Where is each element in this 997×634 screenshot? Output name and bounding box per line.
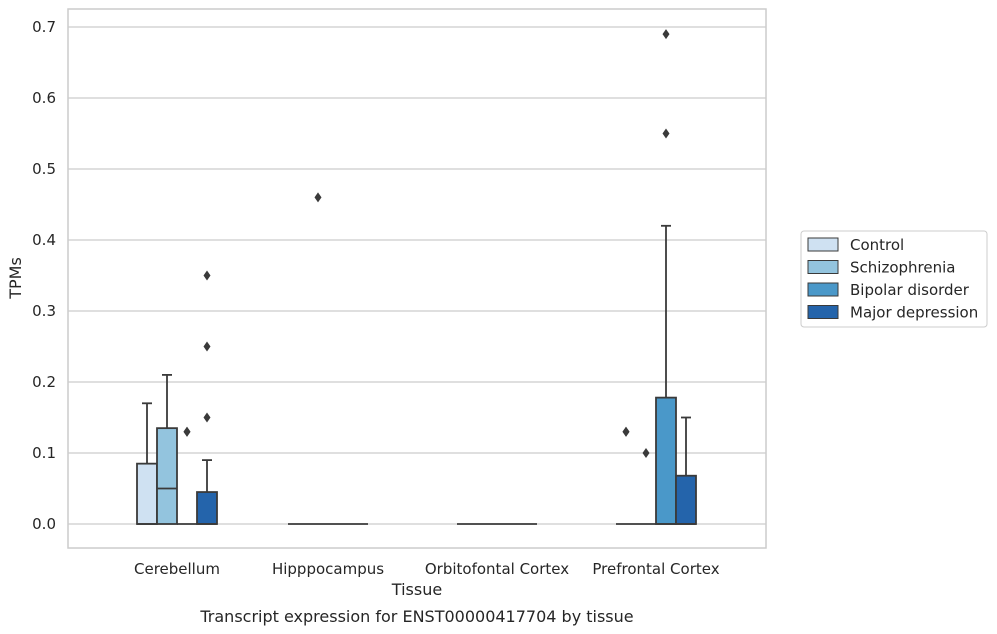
box-control [136,402,158,525]
y-tick-label: 0.3 [32,302,56,320]
box-bipolar-disorder [177,426,197,525]
legend: Control Schizophrenia Bipolar disorder Majo… [800,230,988,328]
y-tick-label: 0.4 [32,231,56,249]
box-iqr [156,427,178,525]
legend-label: Major depression [850,304,978,322]
legend-label: Schizophrenia [850,259,955,277]
legend-swatch [807,237,839,252]
box-iqr [675,474,697,525]
box-control [616,426,636,525]
legend-label: Bipolar disorder [850,281,970,299]
chart-caption: Transcript expression for ENST0000041770… [199,607,633,626]
outlier-point [622,426,630,437]
outlier-point [662,128,670,139]
legend-swatch [807,282,839,297]
y-tick-label: 0.5 [32,160,56,178]
outlier-point [203,412,211,423]
outlier-point [314,192,322,203]
y-tick-label: 0.2 [32,373,56,391]
legend-label: Control [850,236,904,254]
y-axis-title: TPMs [6,257,25,300]
box-iqr [655,396,677,525]
outlier-point [183,426,191,437]
y-tick-label: 0.7 [32,18,56,36]
x-tick-label: Cerebellum [134,560,220,578]
box-major-depression [196,270,218,525]
x-tick-labels: Cerebellum Hipppocampus Orbitofontal Corte… [134,560,720,578]
outlier-point [203,341,211,352]
plot-frame [67,8,767,549]
x-tick-label: Prefrontal Cortex [592,560,719,578]
box-schizophrenia [156,373,178,525]
box-major-depression [675,416,697,525]
legend-frame [800,230,988,328]
legend-swatch [807,305,839,319]
outlier-point [662,29,670,40]
legend-swatch [807,260,839,274]
box-schizophrenia [636,448,656,525]
box-iqr [136,462,158,525]
outlier-point [642,448,650,458]
box-iqr [196,491,218,525]
box-bipolar-disorder [655,29,677,525]
box-plots [136,29,697,525]
y-tick-label: 0.1 [32,444,56,462]
outlier-point [203,270,211,281]
x-tick-label: Hipppocampus [272,560,384,578]
y-tick-label: 0.6 [32,89,56,107]
y-tick-label: 0.0 [32,515,56,533]
x-axis-title: Tissue [391,580,442,599]
box-schizophrenia [308,192,328,525]
y-tick-labels: 0.0 0.1 0.2 0.3 0.4 0.5 0.6 0.7 [32,18,56,533]
x-tick-label: Orbitofontal Cortex [425,560,569,578]
y-gridlines [68,26,766,525]
